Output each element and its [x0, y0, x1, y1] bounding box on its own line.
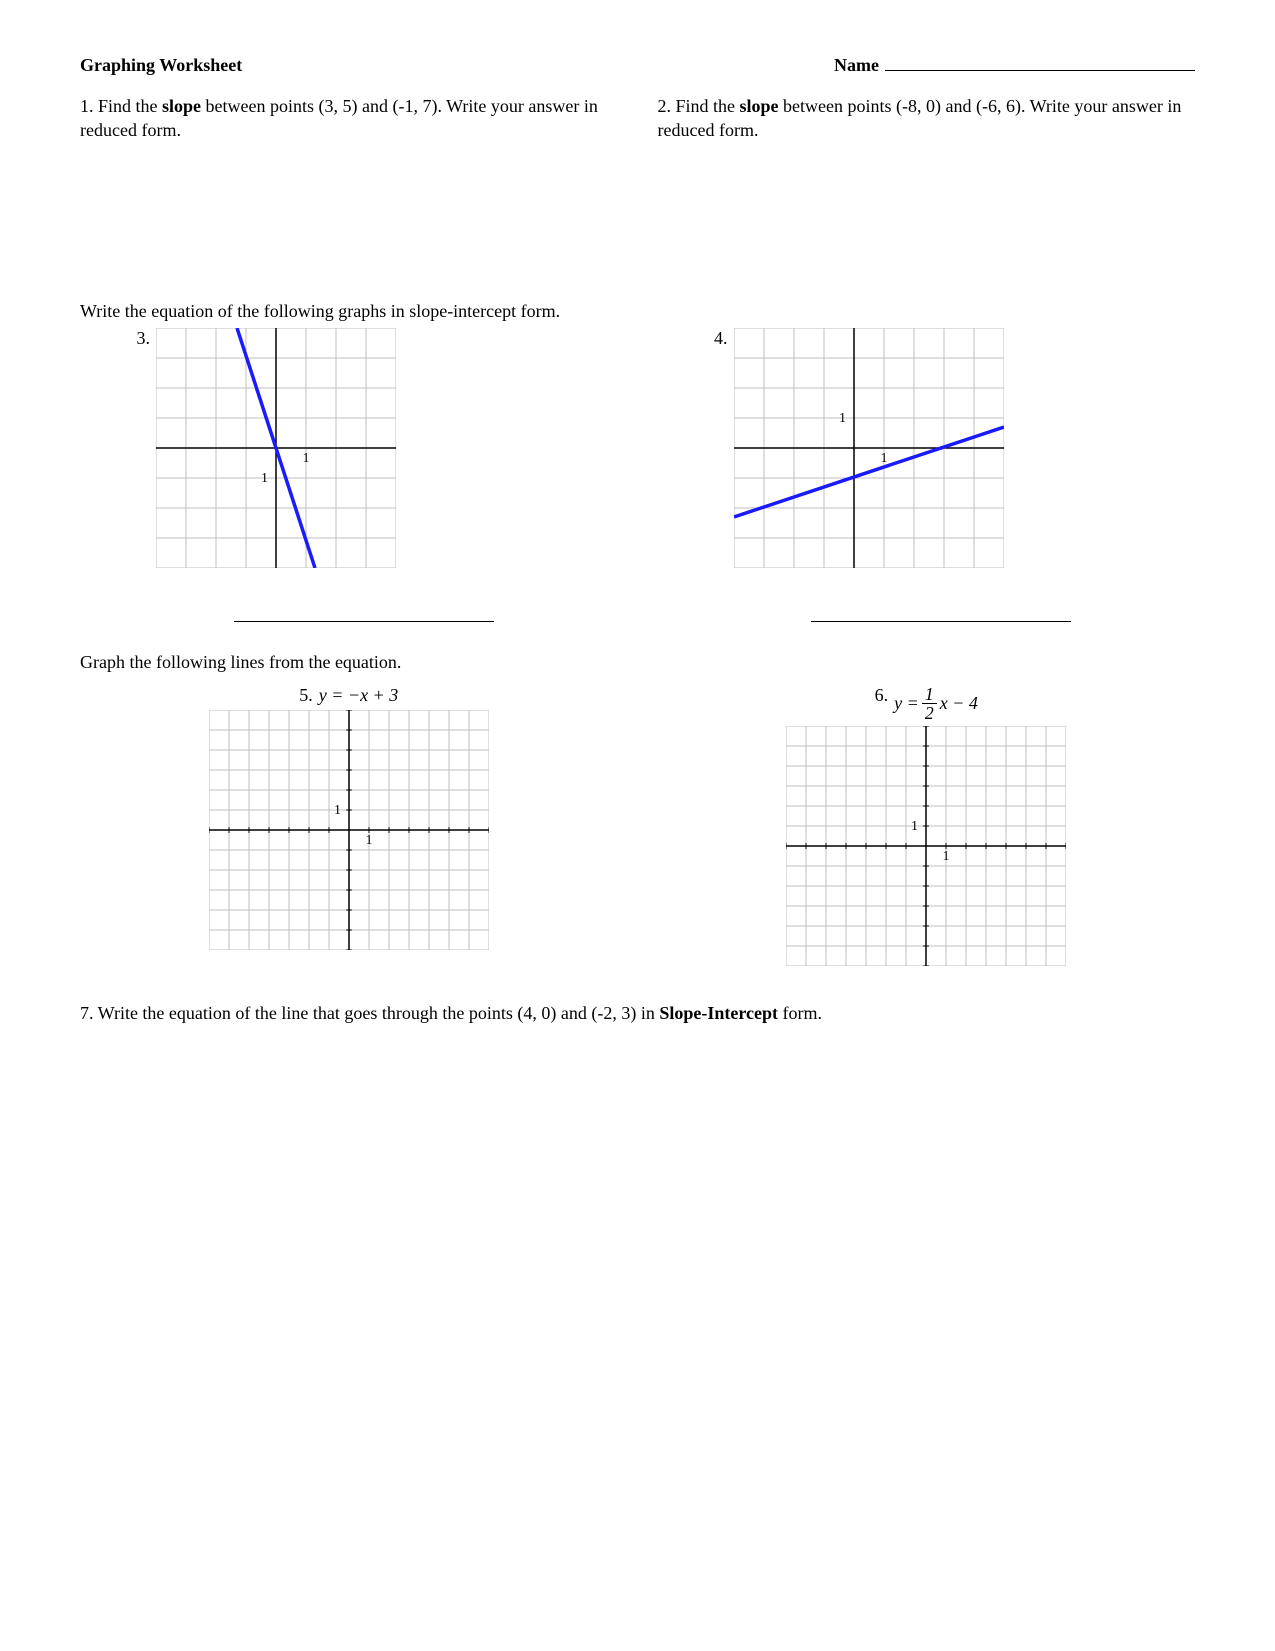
- question-1: 1. Find the slope between points (3, 5) …: [80, 94, 618, 143]
- q6-graph: 11: [786, 726, 1066, 971]
- q3-num: 3.: [80, 328, 156, 349]
- q4-graph: 11: [734, 328, 1004, 573]
- name-field: Name: [834, 55, 1195, 76]
- question-2: 2. Find the slope between points (-8, 0)…: [658, 94, 1196, 143]
- fraction-icon: 1 2: [922, 685, 937, 722]
- name-blank-line[interactable]: [885, 70, 1195, 71]
- name-label: Name: [834, 55, 879, 76]
- q7-after: form.: [778, 1003, 822, 1023]
- header-row: Graphing Worksheet Name: [80, 55, 1195, 76]
- svg-text:1: 1: [880, 451, 887, 466]
- question-6: 6. y = 1 2 x − 4 11: [658, 679, 1196, 971]
- q6-eq: y = 1 2 x − 4: [894, 685, 978, 722]
- q2-bold: slope: [740, 96, 779, 116]
- questions-1-2-row: 1. Find the slope between points (3, 5) …: [80, 94, 1195, 143]
- svg-text:1: 1: [261, 471, 268, 486]
- question-5: 5. y = −x + 3 11: [80, 679, 618, 955]
- section-56-prompt: Graph the following lines from the equat…: [80, 652, 1195, 673]
- q1-bold: slope: [162, 96, 201, 116]
- svg-text:1: 1: [943, 849, 950, 864]
- section-34-prompt: Write the equation of the following grap…: [80, 301, 1195, 322]
- q7-before: Write the equation of the line that goes…: [94, 1003, 660, 1023]
- q5-equation: 5. y = −x + 3: [80, 685, 618, 706]
- q6-equation: 6. y = 1 2 x − 4: [658, 685, 1196, 722]
- page-title: Graphing Worksheet: [80, 55, 242, 76]
- graphs-3-4-row: 3. 11 4. 11: [80, 328, 1195, 622]
- q5-graph: 11: [209, 710, 489, 955]
- q5-eq: y = −x + 3: [319, 685, 398, 706]
- question-3: 3. 11: [80, 328, 618, 622]
- worksheet-page: Graphing Worksheet Name 1. Find the slop…: [0, 0, 1275, 1651]
- svg-text:1: 1: [911, 819, 918, 834]
- q2-before: Find the: [671, 96, 740, 116]
- q7-bold: Slope-Intercept: [659, 1003, 778, 1023]
- graphs-5-6-row: 5. y = −x + 3 11 6. y = 1 2 x − 4 11: [80, 679, 1195, 971]
- svg-text:1: 1: [334, 803, 341, 818]
- svg-text:1: 1: [365, 833, 372, 848]
- q3-graph: 11: [156, 328, 396, 573]
- question-7: 7. Write the equation of the line that g…: [80, 1001, 1195, 1025]
- svg-text:1: 1: [303, 451, 310, 466]
- q4-answer-line[interactable]: [811, 621, 1071, 622]
- q2-num: 2.: [658, 96, 672, 116]
- svg-text:1: 1: [839, 411, 846, 426]
- q5-num: 5.: [299, 685, 313, 706]
- question-4: 4. 11: [658, 328, 1196, 622]
- q7-num: 7.: [80, 1003, 94, 1023]
- q1-before: Find the: [94, 96, 163, 116]
- q1-num: 1.: [80, 96, 94, 116]
- q6-num: 6.: [875, 685, 889, 706]
- q3-answer-line[interactable]: [234, 621, 494, 622]
- q4-num: 4.: [658, 328, 734, 349]
